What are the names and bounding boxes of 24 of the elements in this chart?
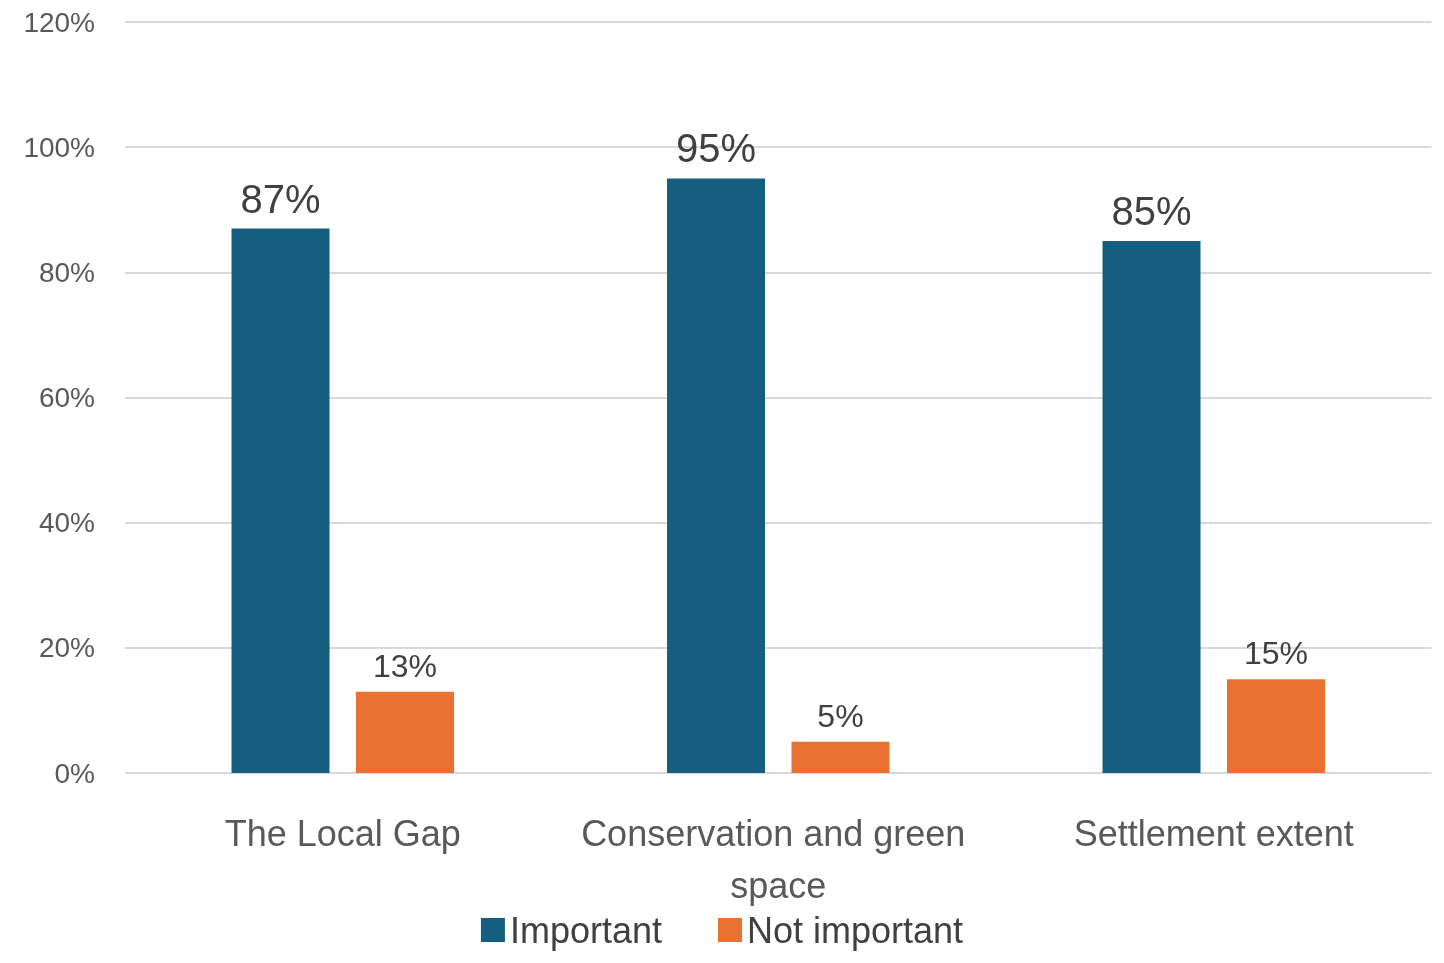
y-tick-label: 60% <box>38 382 95 413</box>
y-tick-label: 100% <box>23 131 95 163</box>
legend-label: Important <box>509 909 662 951</box>
x-tick-label: The Local Gap <box>224 812 461 854</box>
text: 85% <box>1111 189 1192 234</box>
y-tick-label: 40% <box>38 507 95 539</box>
legend-label: Not important <box>746 909 964 951</box>
bar <box>231 228 330 773</box>
text: 95% <box>675 126 757 171</box>
text: 15% <box>1243 635 1308 672</box>
y-tick-label: 120% <box>23 6 95 38</box>
y-tick-label: 80% <box>38 256 95 288</box>
text: 13% <box>372 647 437 684</box>
bar <box>1226 679 1325 773</box>
y-tick-label: 20% <box>38 632 95 664</box>
y-tick-label: 0% <box>54 757 95 789</box>
x-tick-label: Settlement extent <box>1073 812 1354 854</box>
text: 5% <box>817 697 864 734</box>
bar <box>791 741 890 773</box>
bar <box>667 178 766 773</box>
x-tick-label: Conservation and green space <box>581 812 976 906</box>
text: 87% <box>240 176 321 221</box>
bar <box>1102 241 1201 773</box>
bar <box>355 691 454 773</box>
